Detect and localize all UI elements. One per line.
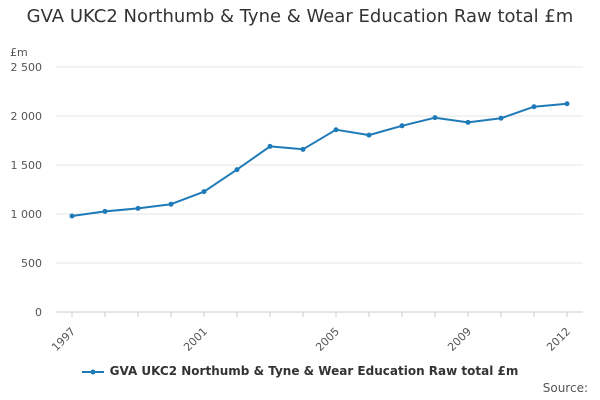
- y-tick-label: 500: [21, 257, 42, 270]
- data-point[interactable]: [399, 123, 405, 129]
- x-tick-label: 2012: [544, 325, 573, 354]
- data-point[interactable]: [498, 115, 504, 121]
- data-point[interactable]: [201, 189, 207, 195]
- y-tick-label: 0: [35, 306, 42, 319]
- y-tick-label: 1 000: [11, 208, 43, 221]
- legend-swatch: [81, 369, 104, 374]
- data-point[interactable]: [102, 208, 108, 214]
- data-point[interactable]: [564, 101, 570, 107]
- series-line: [71, 102, 568, 217]
- data-point[interactable]: [267, 143, 273, 149]
- legend-label: GVA UKC2 Northumb & Tyne & Wear Educatio…: [109, 364, 519, 378]
- data-point[interactable]: [69, 213, 75, 219]
- data-point[interactable]: [300, 146, 306, 152]
- legend[interactable]: GVA UKC2 Northumb & Tyne & Wear Educatio…: [0, 364, 600, 378]
- x-axis-ticks: 1997 2001 2005 2009 2012: [49, 312, 573, 354]
- y-tick-label: 1 500: [11, 159, 43, 172]
- y-tick-label: 2 500: [11, 61, 43, 74]
- data-point[interactable]: [234, 167, 240, 173]
- data-point[interactable]: [366, 132, 372, 138]
- y-axis-unit-label: £m: [10, 46, 28, 59]
- y-axis-ticks: 0 500 1 000 1 500 2 000 2 500: [11, 61, 43, 319]
- x-tick-label: 2005: [313, 325, 342, 354]
- data-point[interactable]: [531, 104, 537, 110]
- source-label: Source:: [542, 381, 588, 395]
- data-point[interactable]: [465, 119, 471, 125]
- x-tick-label: 2009: [445, 325, 474, 354]
- x-tick-label: 1997: [49, 325, 78, 354]
- data-point[interactable]: [432, 115, 438, 121]
- data-point[interactable]: [333, 127, 339, 133]
- grid-lines: [56, 66, 583, 264]
- series-layer: [69, 101, 570, 219]
- data-point[interactable]: [168, 201, 174, 207]
- data-point[interactable]: [135, 205, 141, 211]
- chart-title: GVA UKC2 Northumb & Tyne & Wear Educatio…: [26, 6, 574, 27]
- x-tick-label: 2001: [181, 325, 210, 354]
- y-tick-label: 2 000: [11, 110, 43, 123]
